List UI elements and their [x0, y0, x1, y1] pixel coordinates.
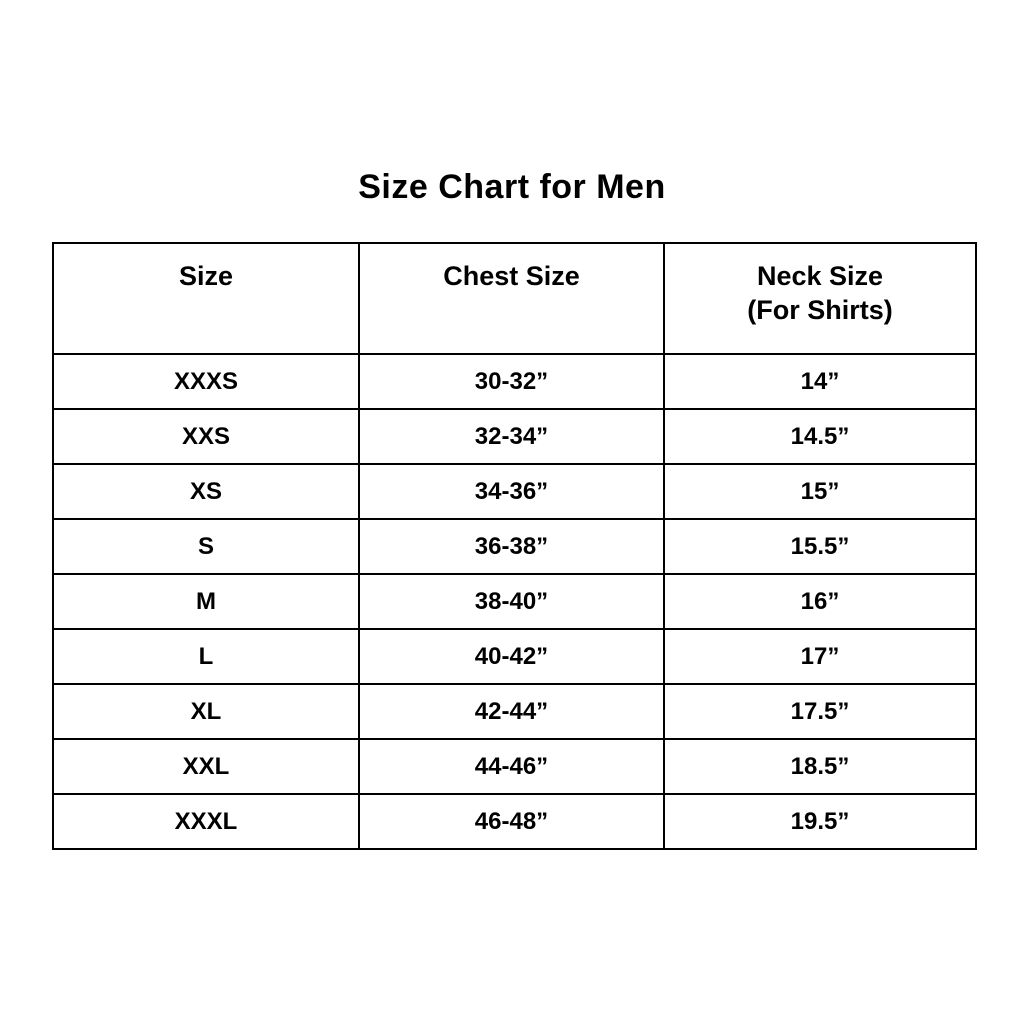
chest-size-cell: 34-36” [358, 463, 665, 520]
table-row: XS 34-36” 15” [52, 463, 977, 520]
header-chest-label: Chest Size [443, 261, 580, 291]
size-cell: XXXS [52, 353, 360, 410]
table-header-row: Size Chest Size Neck Size (For Shirts) [52, 242, 977, 355]
header-neck-size: Neck Size (For Shirts) [663, 242, 977, 355]
header-size-label: Size [178, 261, 234, 291]
neck-size-cell: 19.5” [663, 793, 977, 850]
table-row: L 40-42” 17” [52, 628, 977, 685]
neck-size-cell: 17” [663, 628, 977, 685]
size-cell: L [52, 628, 360, 685]
size-cell: XXL [52, 738, 360, 795]
table-row: XXXL 46-48” 19.5” [52, 793, 977, 850]
neck-size-cell: 17.5” [663, 683, 977, 740]
neck-size-cell: 14.5” [663, 408, 977, 465]
size-cell: S [52, 518, 360, 575]
chest-size-cell: 44-46” [358, 738, 665, 795]
chest-size-cell: 30-32” [358, 353, 665, 410]
page-title: Size Chart for Men [358, 168, 666, 206]
chest-size-cell: 36-38” [358, 518, 665, 575]
header-chest-size: Chest Size [358, 242, 665, 355]
table-row: S 36-38” 15.5” [52, 518, 977, 575]
chest-size-cell: 42-44” [358, 683, 665, 740]
chest-size-cell: 46-48” [358, 793, 665, 850]
size-cell: M [52, 573, 360, 630]
table-row: XL 42-44” 17.5” [52, 683, 977, 740]
neck-size-cell: 16” [663, 573, 977, 630]
neck-size-cell: 15” [663, 463, 977, 520]
table-row: XXL 44-46” 18.5” [52, 738, 977, 795]
neck-size-cell: 14” [663, 353, 977, 410]
size-cell: XXS [52, 408, 360, 465]
size-cell: XL [52, 683, 360, 740]
table-row: XXXS 30-32” 14” [52, 353, 977, 410]
size-cell: XS [52, 463, 360, 520]
neck-size-cell: 18.5” [663, 738, 977, 795]
size-cell: XXXL [52, 793, 360, 850]
chest-size-cell: 38-40” [358, 573, 665, 630]
chest-size-cell: 32-34” [358, 408, 665, 465]
header-size: Size [52, 242, 360, 355]
header-neck-sub: (For Shirts) [747, 294, 893, 325]
table-row: M 38-40” 16” [52, 573, 977, 630]
table-row: XXS 32-34” 14.5” [52, 408, 977, 465]
size-chart-table: Size Chest Size Neck Size (For Shirts) X… [52, 242, 977, 850]
neck-size-cell: 15.5” [663, 518, 977, 575]
chest-size-cell: 40-42” [358, 628, 665, 685]
header-neck-label: Neck Size [756, 261, 884, 291]
